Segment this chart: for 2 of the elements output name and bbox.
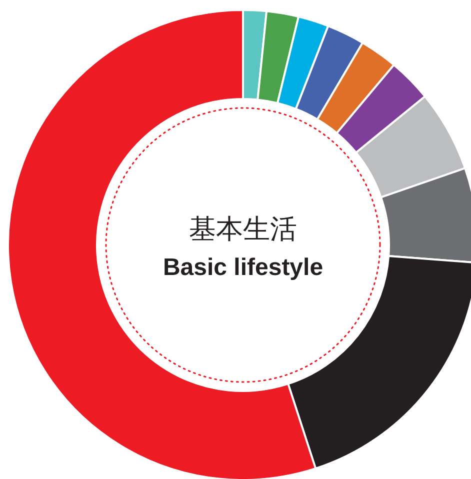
text: 基本生活 [189,214,297,245]
text: Basic lifestyle [162,254,324,281]
